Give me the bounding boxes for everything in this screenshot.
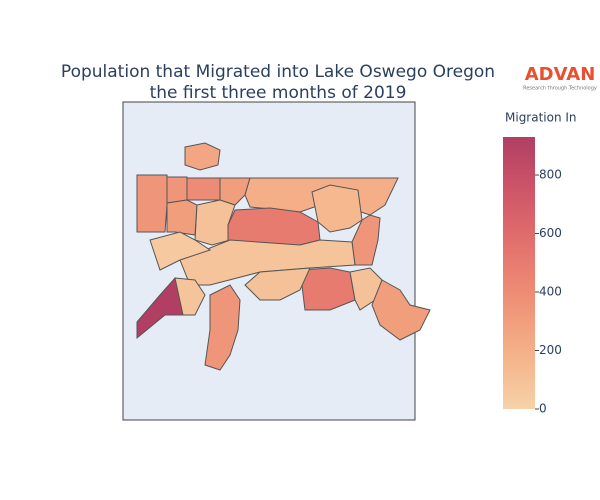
region <box>186 177 221 201</box>
region <box>311 184 363 233</box>
region <box>184 142 221 171</box>
region <box>371 279 431 341</box>
colorbar-tick-label: 800 <box>539 168 562 182</box>
title-line: Population that Migrated into Lake Osweg… <box>61 62 495 82</box>
colorbar-title: Migration In <box>505 111 577 125</box>
region <box>166 199 198 236</box>
colorbar-tick-label: 400 <box>539 285 562 299</box>
region <box>136 174 168 233</box>
colorbar-tick-label: 600 <box>539 226 562 240</box>
region <box>219 177 251 206</box>
logo: ADVAN <box>525 64 596 85</box>
colorbar <box>503 137 535 409</box>
region <box>166 176 188 204</box>
region <box>174 277 206 316</box>
region <box>299 267 356 311</box>
region <box>244 267 311 301</box>
title-line: the first three months of 2019 <box>150 83 407 103</box>
colorbar-tick-label: 0 <box>539 402 547 416</box>
logo-tagline: Research through Technology <box>523 86 597 92</box>
region <box>149 231 212 271</box>
colorbar-tick-label: 200 <box>539 343 562 357</box>
region <box>204 284 241 371</box>
region <box>179 239 356 286</box>
